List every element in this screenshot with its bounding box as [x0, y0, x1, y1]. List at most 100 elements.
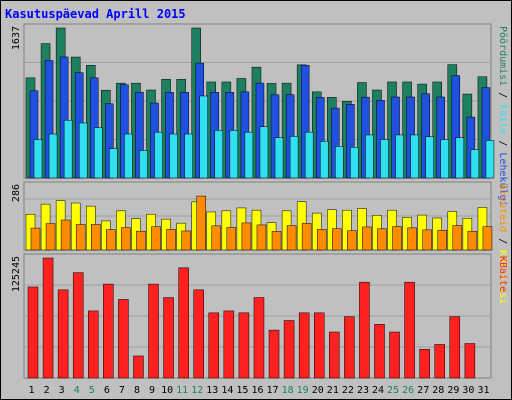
top-bar-files: [78, 122, 88, 179]
top-bar-files: [350, 147, 359, 179]
middle-bar-sites: [196, 195, 206, 251]
bottom-bar-kbytes: [27, 286, 39, 379]
top-legend-item: /: [497, 86, 508, 104]
x-tick-label: 18: [282, 385, 294, 396]
bottom-bar-kbytes: [118, 299, 129, 379]
middle-bar-sites: [151, 226, 161, 251]
top-bar-files: [229, 130, 239, 179]
x-tick-label: 26: [402, 385, 414, 396]
x-tick-label: 22: [342, 385, 354, 396]
bottom-bar-kbytes: [404, 281, 415, 379]
top-bar-files: [274, 137, 284, 179]
top-bar-files: [319, 141, 329, 179]
bottom-legend-item: KBaite: [497, 256, 508, 292]
bottom-bar-kbytes: [464, 343, 476, 379]
top-bar-files: [94, 127, 103, 179]
middle-bar-sites: [75, 224, 86, 251]
middle-legend: Arvuteid / Külastusi: [497, 184, 508, 304]
bottom-bar-kbytes: [223, 310, 235, 379]
bottom-bar-kbytes: [88, 310, 99, 379]
middle-bar-hits: [342, 209, 352, 251]
top-bar-files: [184, 133, 193, 179]
middle-bar-sites: [211, 225, 222, 251]
top-bar-files: [109, 148, 118, 179]
middle-bar-sites: [301, 223, 312, 251]
top-bar-files: [304, 131, 314, 179]
top-legend-item: /: [497, 134, 508, 152]
bottom-bar-kbytes: [449, 316, 461, 379]
bottom-bar-kbytes: [163, 297, 174, 379]
top-bar-files: [154, 131, 163, 179]
middle-bar-sites: [45, 223, 56, 251]
top-bar-files: [63, 120, 73, 179]
x-tick-label: 23: [357, 385, 369, 396]
top-legend-item: Pöördumisi: [497, 26, 508, 86]
x-tick-label: 31: [477, 385, 489, 396]
top-bar-files: [470, 149, 480, 179]
x-tick-label: 17: [267, 385, 279, 396]
middle-bar-sites: [332, 228, 342, 251]
x-tick-label: 28: [432, 385, 444, 396]
top-bar-files: [425, 136, 434, 179]
bottom-bar-kbytes: [57, 289, 69, 379]
top-bar-files: [380, 139, 389, 179]
x-tick-label: 24: [372, 385, 384, 396]
top-bar-files: [48, 133, 58, 179]
bottom-bar-kbytes: [313, 312, 325, 379]
middle-bar-sites: [467, 230, 478, 251]
bottom-bar-kbytes: [42, 257, 54, 379]
top-bar-files: [289, 136, 299, 179]
top-bar-files: [169, 133, 178, 179]
chart-title: Kasutuspäevad Aprill 2015: [5, 7, 186, 21]
x-tick-label: 2: [44, 385, 50, 396]
middle-legend-item: Arvuteid: [497, 184, 508, 232]
middle-ymax-label: 286: [11, 184, 22, 202]
x-tick-label: 15: [236, 385, 248, 396]
x-tick-label: 5: [89, 385, 95, 396]
x-tick-label: 9: [149, 385, 155, 396]
bottom-bar-kbytes: [344, 316, 355, 379]
bottom-bar-kbytes: [103, 283, 114, 379]
x-tick-label: 30: [462, 385, 474, 396]
middle-bar-sites: [226, 227, 237, 251]
x-tick-label: 21: [327, 385, 339, 396]
x-tick-label: 7: [119, 385, 125, 396]
top-bar-files: [124, 133, 133, 179]
middle-bar-sites: [452, 225, 463, 251]
bottom-bar-kbytes: [253, 297, 265, 379]
middle-legend-item: /: [497, 232, 508, 250]
bottom-bar-kbytes: [268, 329, 280, 379]
bottom-bar-kbytes: [148, 283, 159, 379]
bottom-bar-kbytes: [133, 355, 144, 379]
bottom-bar-kbytes: [389, 331, 400, 379]
top-bar-files: [244, 131, 254, 179]
top-bar-files: [259, 126, 269, 179]
x-tick-label: 19: [297, 385, 309, 396]
top-legend-item: Faile: [497, 104, 508, 134]
middle-bar-sites: [347, 230, 357, 251]
top-bar-files: [214, 130, 224, 179]
bottom-bar-kbytes: [283, 320, 295, 379]
bottom-bar-kbytes: [208, 312, 220, 379]
middle-bar-sites: [392, 226, 402, 251]
bottom-bar-kbytes: [72, 272, 84, 379]
middle-bar-sites: [437, 230, 447, 251]
middle-bar-sites: [166, 229, 176, 251]
middle-bar-sites: [60, 219, 71, 251]
middle-bar-sites: [286, 225, 297, 251]
x-tick-label: 20: [312, 385, 324, 396]
middle-bar-sites: [121, 227, 131, 251]
x-tick-label: 10: [161, 385, 173, 396]
middle-bar-sites: [377, 228, 387, 251]
x-tick-label: 4: [74, 385, 80, 396]
top-ymax-label: 1637: [11, 26, 22, 50]
middle-bar-sites: [271, 231, 282, 251]
middle-bar-sites: [256, 224, 267, 251]
bottom-bar-kbytes: [178, 267, 189, 379]
top-bar-files: [33, 139, 43, 179]
middle-bar-sites: [422, 229, 432, 251]
middle-bar-sites: [241, 222, 252, 251]
x-tick-label: 3: [59, 385, 65, 396]
middle-bar-sites: [106, 229, 116, 251]
